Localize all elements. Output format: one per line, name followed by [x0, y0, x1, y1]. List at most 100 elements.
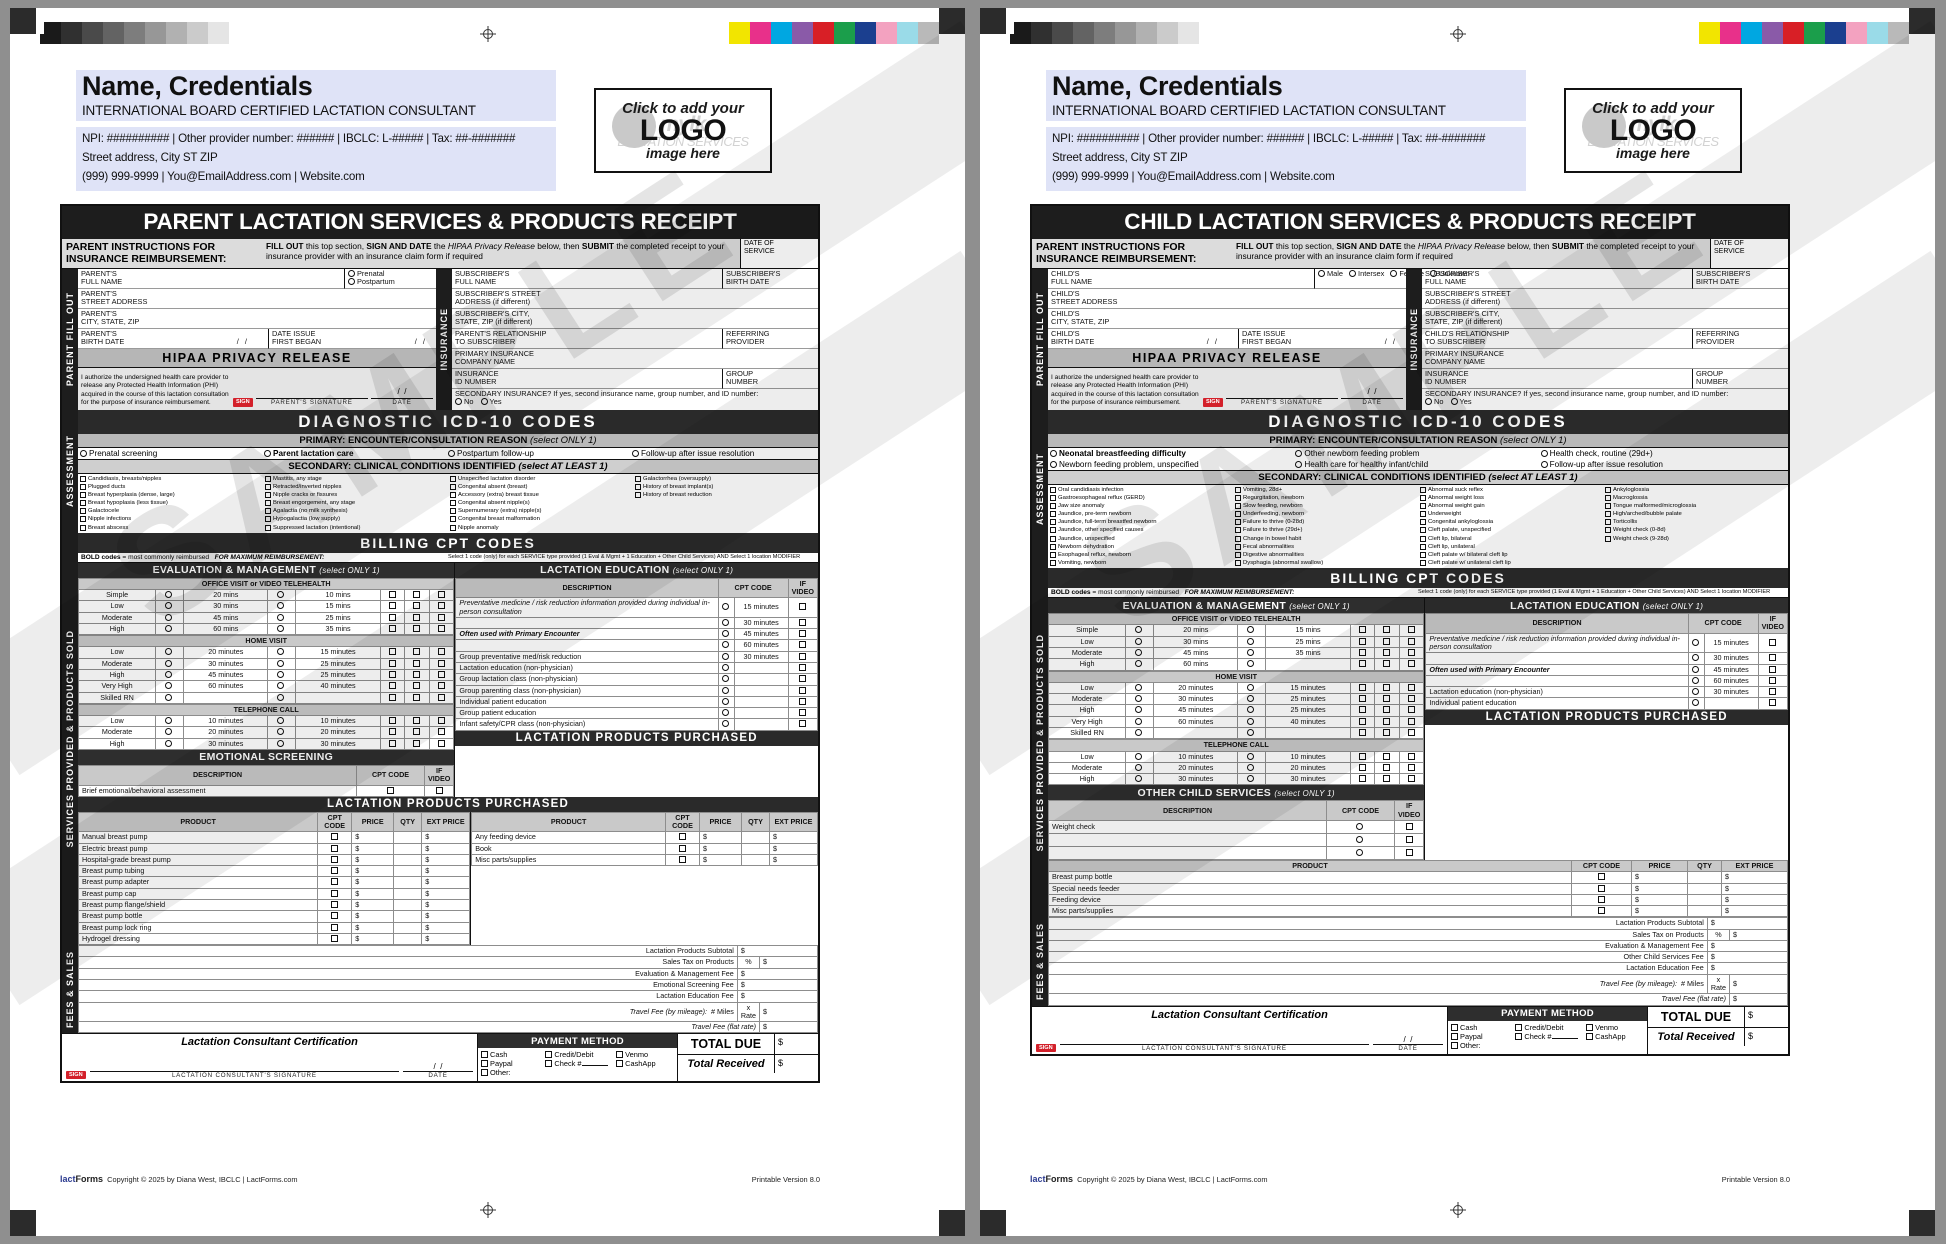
condition-option[interactable]: Breast engorgement, any stage [265, 499, 446, 507]
checkbox-education[interactable] [1408, 683, 1416, 691]
fee-amount[interactable]: $ [736, 967, 819, 981]
product-row[interactable]: Book $ $ [471, 842, 818, 855]
education-cell[interactable] [1398, 704, 1425, 717]
checkbox-ifvideo[interactable] [799, 709, 807, 717]
field-full-name[interactable]: PARENT'S FULL NAME [78, 269, 344, 289]
condition-option[interactable]: Underweight [1420, 510, 1601, 518]
radio-postpartum[interactable] [348, 278, 355, 286]
first-visit-radio-cell[interactable] [155, 668, 185, 682]
checkbox-office[interactable] [388, 659, 396, 667]
education-row[interactable]: Often used with Primary Encounter 45 min… [1425, 663, 1789, 676]
radio-primary-reason[interactable] [1050, 460, 1057, 468]
table-row[interactable]: Moderate 20 minutes 20 minutes [1047, 761, 1425, 775]
first-visit-radio-cell[interactable] [1125, 646, 1155, 660]
product-ext-price[interactable]: $ [768, 842, 818, 855]
field-relationship-to-subscriber[interactable]: CHILD'S RELATIONSHIP TO SUBSCRIBER [1422, 329, 1692, 349]
education-row[interactable]: Group lactation class (non-physician) [455, 673, 819, 686]
table-row[interactable]: Skilled RN [77, 691, 455, 704]
condition-option[interactable]: Cleft palate w/ unilateral cleft lip [1420, 559, 1601, 567]
education-cell[interactable] [1398, 624, 1425, 637]
travel-flat-amount[interactable]: $ [759, 1021, 818, 1034]
condition-option[interactable]: Cleft palate w/ bilateral cleft lip [1420, 551, 1601, 559]
condition-option[interactable]: Slow feeding, newborn [1235, 502, 1416, 510]
modifier-office-cell[interactable] [1349, 715, 1376, 728]
modifier-office-cell[interactable] [379, 715, 406, 728]
checkbox-product[interactable] [331, 934, 339, 942]
education-cell[interactable] [1398, 761, 1425, 775]
fee-row[interactable]: Sales Tax on Products % $ [1048, 928, 1788, 941]
radio-follow-up[interactable] [277, 739, 285, 747]
field-subscriber-address[interactable]: SUBSCRIBER'S STREET ADDRESS (if different… [1422, 289, 1788, 309]
education-cell[interactable] [1398, 693, 1425, 706]
education-radio[interactable] [1687, 674, 1705, 688]
checkbox-condition[interactable] [1420, 503, 1426, 510]
checkbox-condition[interactable] [1605, 503, 1611, 510]
radio-first-visit[interactable] [165, 624, 173, 632]
field-referring-provider[interactable]: REFERRING PROVIDER [722, 328, 818, 349]
primary-reason-option[interactable]: Other newborn feeding problem [1295, 449, 1540, 458]
education-radio[interactable] [717, 718, 735, 731]
education-radio[interactable] [1687, 697, 1705, 710]
condition-option[interactable]: High/arched/bubble palate [1605, 510, 1786, 518]
radio-first-visit[interactable] [165, 648, 173, 656]
first-visit-radio-cell[interactable] [1125, 773, 1155, 786]
fee-amount[interactable]: $ [736, 990, 819, 1003]
total-due-amount[interactable]: $ [1744, 1006, 1788, 1027]
checkbox-condition[interactable] [1235, 527, 1241, 534]
table-row[interactable]: Simple 20 mins 10 mins [77, 589, 455, 602]
checkbox-video[interactable] [413, 648, 421, 656]
travel-fee-row[interactable]: Travel Fee (by mileage): # Miles x Rate … [1048, 973, 1788, 995]
product-qty[interactable] [1687, 871, 1722, 884]
first-visit-radio-cell[interactable] [1125, 624, 1155, 637]
radio-follow-up[interactable] [1247, 660, 1255, 668]
radio-primary-reason[interactable] [1295, 460, 1303, 468]
table-row[interactable]: High 30 minutes 30 minutes [1047, 773, 1425, 786]
checkbox-condition[interactable] [80, 524, 86, 531]
product-cpt[interactable] [317, 865, 353, 878]
education-ifvideo[interactable] [1757, 674, 1789, 688]
condition-option[interactable]: Candidiasis, breasts/nipples [80, 475, 261, 483]
modifier-video-cell[interactable] [1374, 646, 1400, 660]
education-radio[interactable] [1687, 663, 1705, 676]
radio-first-visit[interactable] [165, 602, 173, 610]
field-relationship-to-subscriber[interactable]: PARENT'S RELATIONSHIP TO SUBSCRIBER [452, 329, 722, 349]
other-service-video[interactable] [1394, 832, 1425, 847]
checkbox-condition[interactable] [1605, 519, 1611, 526]
checkbox-education[interactable] [1408, 775, 1416, 783]
product-qty[interactable] [740, 842, 770, 855]
table-row[interactable] [1047, 845, 1425, 860]
product-cpt[interactable] [1571, 905, 1632, 918]
product-cpt[interactable] [1571, 893, 1632, 907]
table-row[interactable]: Moderate 20 minutes 20 minutes [77, 726, 455, 739]
checkbox-cashapp[interactable] [1586, 1032, 1594, 1040]
modifier-office-cell[interactable] [1349, 761, 1376, 775]
radio-male[interactable] [1318, 269, 1325, 277]
product-ext-price[interactable]: $ [1721, 871, 1788, 884]
condition-option[interactable]: Ankyloglossia [1605, 486, 1786, 494]
checkbox-condition[interactable] [1420, 494, 1426, 501]
condition-option[interactable]: Breast abscess [80, 524, 261, 532]
checkbox-other[interactable] [481, 1069, 488, 1077]
product-qty[interactable] [393, 865, 423, 878]
condition-option[interactable]: Congenital absent (breast) [450, 483, 631, 491]
checkbox-education[interactable] [1408, 752, 1416, 760]
education-ifvideo[interactable] [787, 650, 819, 663]
checkbox-condition[interactable] [1420, 560, 1426, 567]
condition-option[interactable]: Unspecified lactation disorder [450, 475, 631, 483]
table-row[interactable]: Moderate 45 mins 25 mins [77, 611, 455, 624]
product-ext-price[interactable]: $ [768, 853, 818, 867]
checkbox-ifvideo[interactable] [799, 675, 807, 683]
checkbox-condition[interactable] [1235, 511, 1241, 518]
checkbox-emotional-video[interactable] [435, 786, 443, 794]
modifier-office-cell[interactable] [1349, 704, 1376, 717]
condition-option[interactable]: Jaundice, full-term breastfed newborn [1050, 518, 1231, 526]
followup-radio-cell[interactable] [267, 691, 297, 704]
product-row[interactable]: Misc parts/supplies $ $ [471, 853, 818, 867]
radio-education[interactable] [721, 675, 729, 683]
checkbox-office[interactable] [1358, 660, 1366, 668]
checkbox-condition[interactable] [1420, 486, 1426, 493]
modifier-video-cell[interactable] [404, 600, 430, 613]
condition-option[interactable]: Vomiting, 28d+ [1235, 486, 1416, 494]
product-row[interactable]: Breast pump tubing $ $ [77, 865, 471, 878]
product-qty[interactable] [740, 831, 770, 844]
